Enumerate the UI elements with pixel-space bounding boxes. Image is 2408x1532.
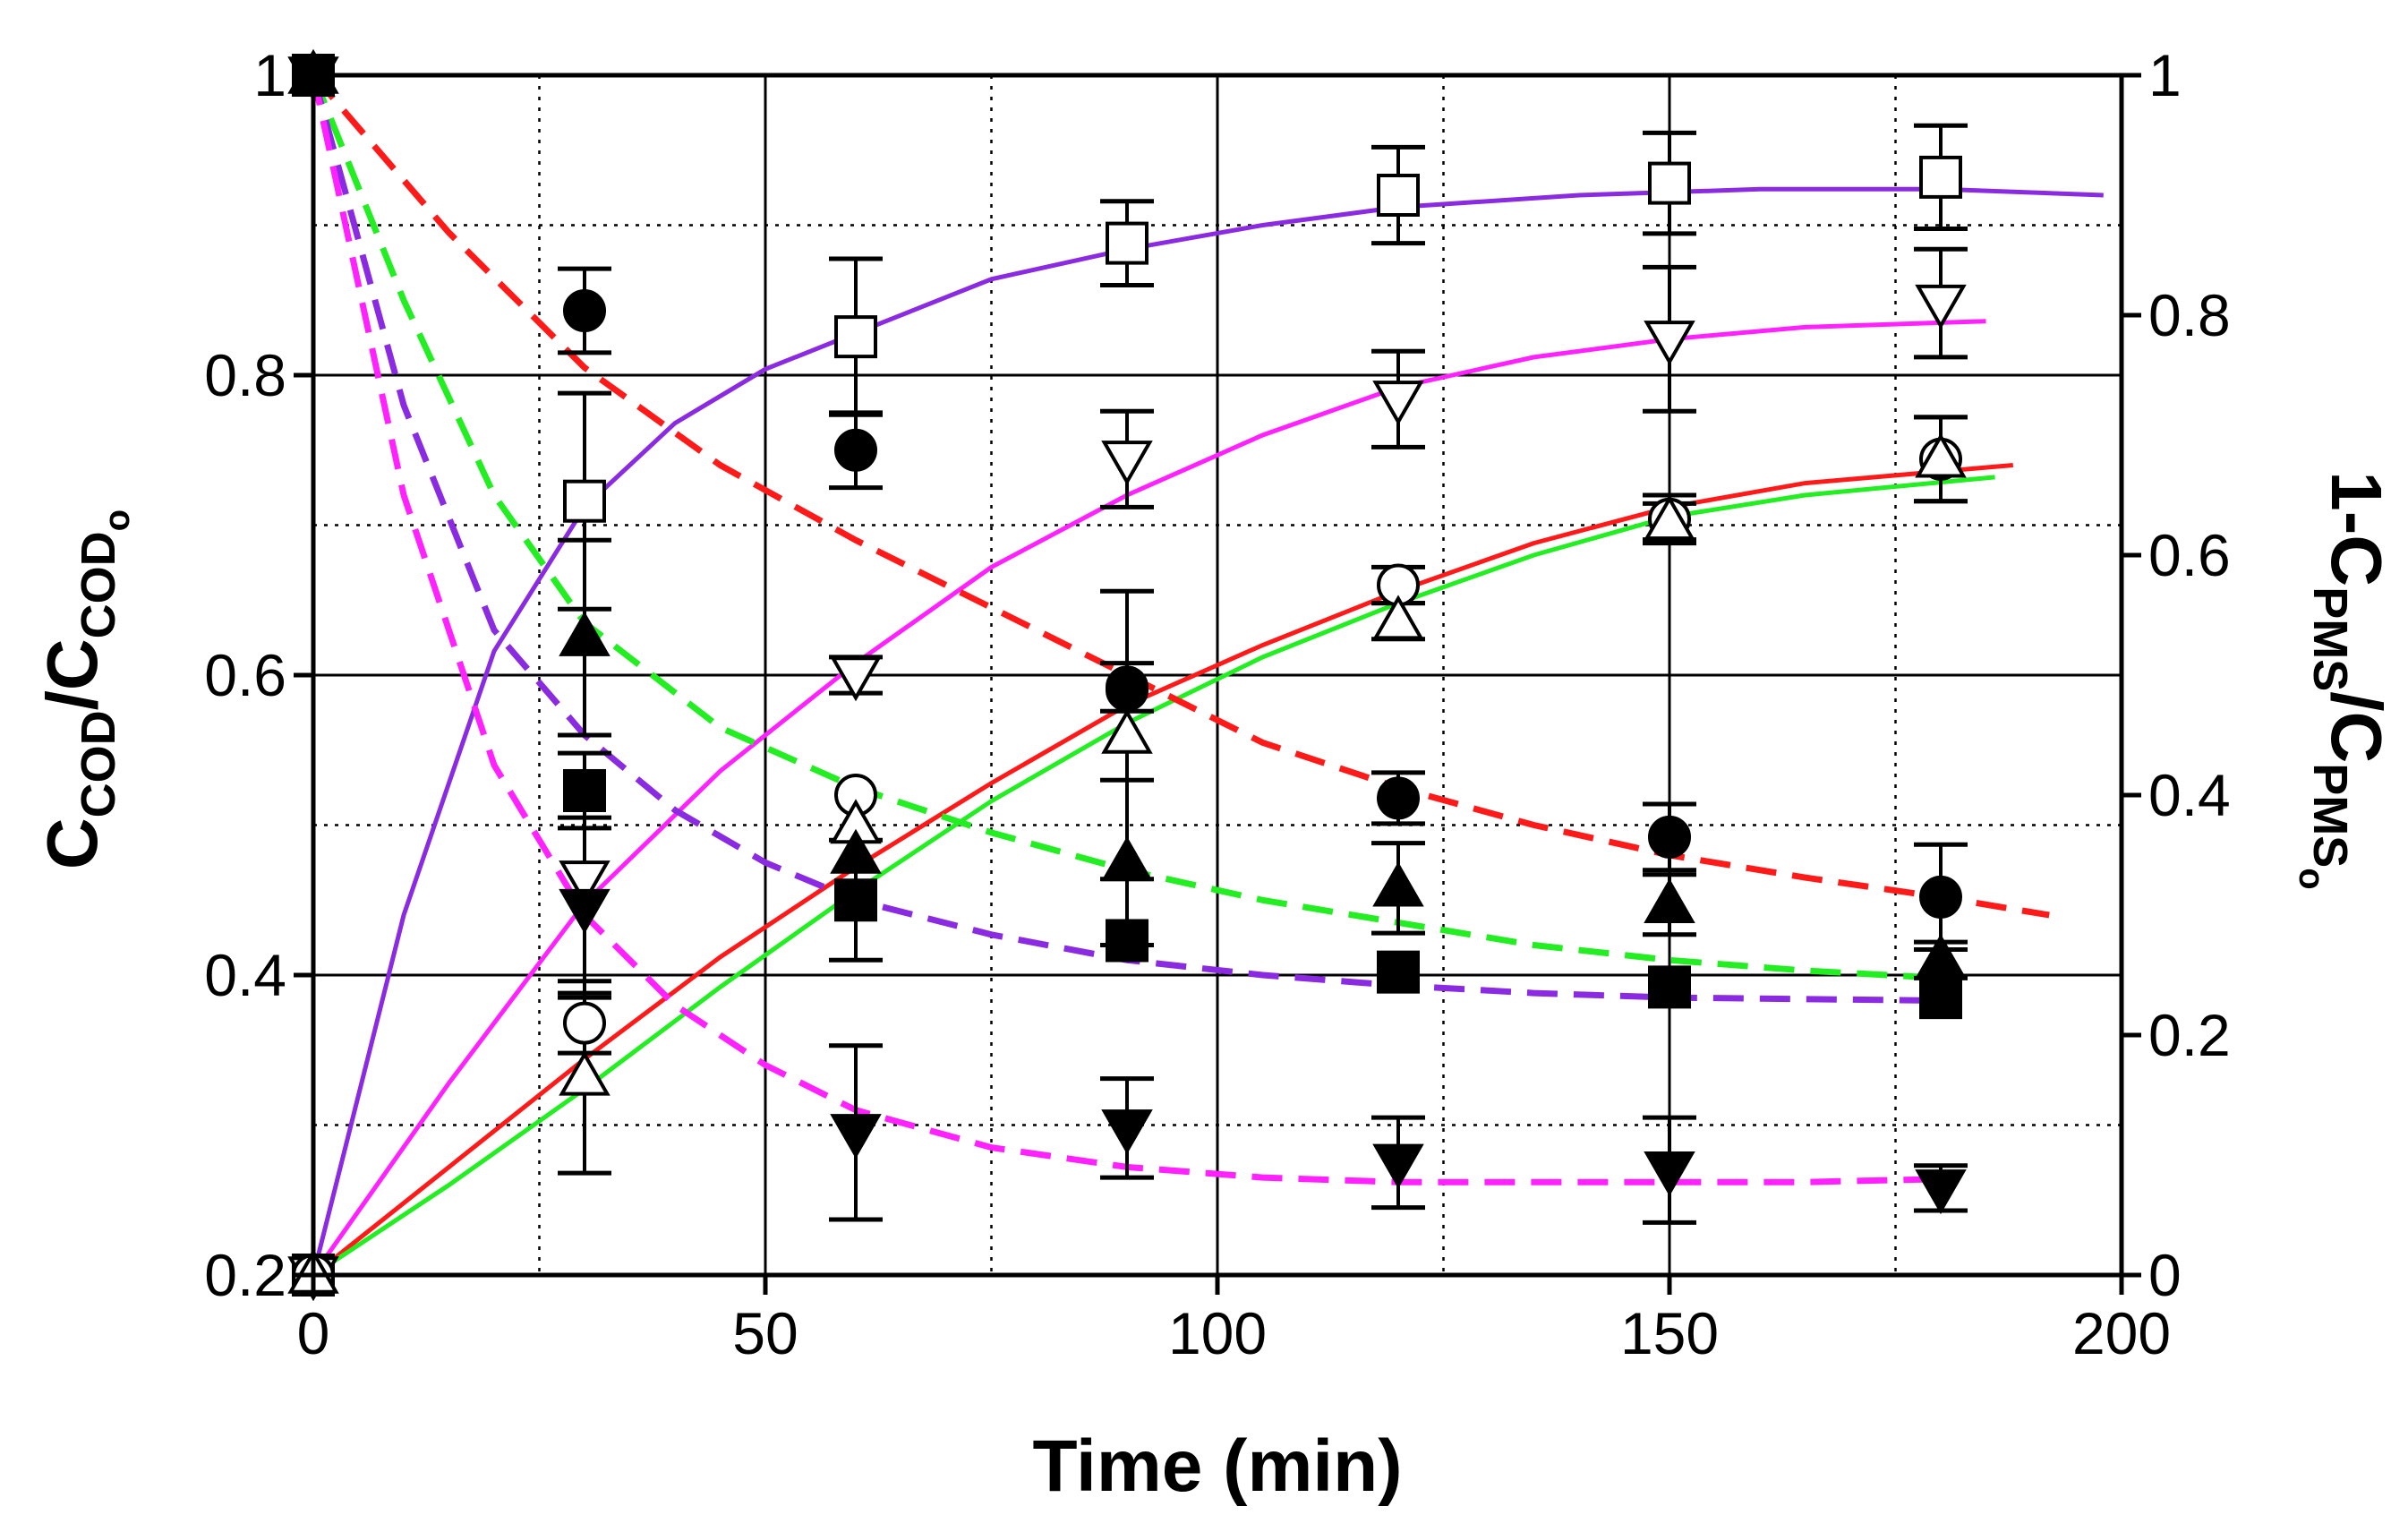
y-right-tick-label: 0.2 bbox=[2148, 1002, 2231, 1068]
pms-point-triangle-down bbox=[1101, 441, 1153, 486]
fit-curve-dashed-red bbox=[311, 73, 2050, 919]
cod-point-triangle-down bbox=[1101, 1109, 1153, 1155]
pms-point-square bbox=[1106, 221, 1148, 265]
x-axis-title: Time (min) bbox=[1032, 1425, 1402, 1507]
pms-point-circle bbox=[563, 1001, 606, 1045]
pms-point-triangle-down bbox=[1644, 321, 1695, 366]
pms-point-triangle-up bbox=[1644, 495, 1695, 541]
y-left-tick-label: 0.4 bbox=[204, 942, 286, 1008]
pms-point-square bbox=[1377, 174, 1420, 217]
data-markers bbox=[287, 48, 1967, 1302]
cod-point-square bbox=[1648, 965, 1691, 1009]
cod-point-square bbox=[1106, 919, 1148, 963]
pms-point-triangle-up bbox=[1101, 708, 1153, 754]
pms-point-triangle-up bbox=[559, 1050, 611, 1096]
pms-point-square bbox=[563, 479, 606, 523]
cod-point-square bbox=[1377, 950, 1420, 994]
pms-point-square bbox=[1919, 155, 1962, 199]
y-right-tick-label: 1 bbox=[2148, 42, 2182, 108]
cod-point-square bbox=[834, 878, 877, 922]
fit-curve-solid-purple bbox=[311, 186, 2104, 1276]
y-left-axis-title: CCOD/CCODo bbox=[32, 509, 137, 869]
y-left-tick-label: 0.8 bbox=[204, 342, 286, 408]
y-right-tick-label: 0 bbox=[2148, 1242, 2182, 1308]
cod-point-square bbox=[563, 768, 606, 812]
y-right-tick-label: 0.4 bbox=[2148, 762, 2231, 828]
pms-point-triangle-down bbox=[559, 860, 611, 906]
cod-point-triangle-up bbox=[1372, 861, 1424, 907]
cod-point-triangle-up bbox=[559, 611, 611, 656]
y-right-tick-label: 0.8 bbox=[2148, 282, 2231, 348]
pms-point-triangle-down bbox=[830, 656, 882, 702]
cod-point-triangle-up bbox=[830, 828, 882, 874]
y-left-tick-label: 0.2 bbox=[204, 1242, 286, 1308]
cod-point-square bbox=[1919, 976, 1962, 1020]
cod-point-triangle-down bbox=[830, 1114, 882, 1160]
cod-point-triangle-up bbox=[1101, 836, 1153, 882]
x-tick-label: 0 bbox=[297, 1300, 330, 1366]
fit-curve-dashed-magenta bbox=[310, 74, 1942, 1185]
cod-point-circle bbox=[563, 288, 606, 332]
cod-point-triangle-up bbox=[1644, 877, 1695, 923]
x-tick-label: 200 bbox=[2072, 1300, 2171, 1366]
axis-ticks bbox=[294, 73, 2141, 1295]
cod-point-triangle-down bbox=[1372, 1143, 1424, 1189]
y-left-tick-label: 0.6 bbox=[204, 642, 286, 708]
pms-point-triangle-up bbox=[1915, 432, 1967, 478]
cod-point-circle bbox=[1919, 875, 1962, 919]
x-tick-label: 150 bbox=[1620, 1300, 1719, 1366]
y-right-tick-label: 0.6 bbox=[2148, 522, 2231, 588]
pms-point-triangle-down bbox=[1372, 381, 1424, 426]
fit-curve-dashed-green bbox=[310, 73, 1942, 981]
cod-point-triangle-down bbox=[559, 888, 611, 934]
cod-point-circle bbox=[1106, 668, 1148, 712]
cod-point-circle bbox=[834, 428, 877, 472]
cod-point-triangle-down bbox=[1644, 1151, 1695, 1197]
pms-point-square bbox=[1648, 161, 1691, 205]
grid-lines bbox=[313, 75, 2122, 1275]
cod-point-circle bbox=[1377, 776, 1420, 820]
y-left-tick-label: 1 bbox=[253, 42, 286, 108]
pms-point-triangle-up bbox=[1372, 595, 1424, 640]
cod-point-circle bbox=[1648, 815, 1691, 859]
x-tick-label: 50 bbox=[732, 1300, 798, 1366]
fit-curve-dashed-purple bbox=[310, 74, 1942, 1004]
y-right-axis-title: 1-CPMS/CPMSo bbox=[2292, 471, 2396, 889]
pms-point-square bbox=[834, 315, 877, 359]
cod-point-triangle-down bbox=[1915, 1169, 1967, 1215]
x-tick-label: 100 bbox=[1168, 1300, 1267, 1366]
pms-point-triangle-down bbox=[1915, 284, 1967, 330]
